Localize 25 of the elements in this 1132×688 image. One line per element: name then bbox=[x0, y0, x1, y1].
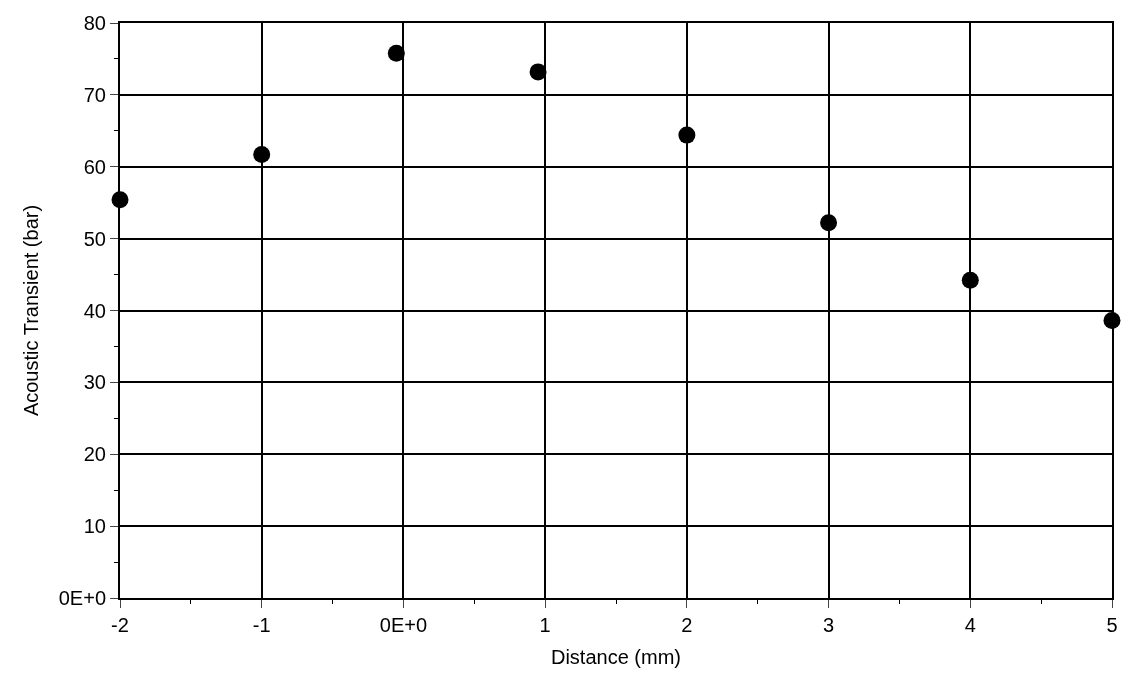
x-axis-title: Distance (mm) bbox=[550, 646, 682, 668]
y-tick-label: 20 bbox=[83, 443, 106, 466]
y-tick-label: 60 bbox=[83, 155, 106, 178]
x-tick-label: 5 bbox=[1106, 614, 1118, 636]
x-tick-label: 1 bbox=[539, 614, 551, 636]
x-tick-label: 3 bbox=[823, 614, 835, 636]
x-tick-label: -2 bbox=[111, 614, 129, 636]
x-tick-label: -1 bbox=[252, 614, 271, 636]
y-tick-label: 30 bbox=[83, 371, 106, 394]
point bbox=[529, 63, 547, 81]
point bbox=[678, 126, 696, 144]
point bbox=[387, 44, 405, 62]
x-tick-label: 2 bbox=[681, 614, 693, 636]
y-axis-title: Acoustic Transient (bar) bbox=[19, 204, 42, 417]
y-tick-label: 0E+0 bbox=[58, 587, 106, 609]
point bbox=[961, 271, 979, 289]
x-tick-label: 4 bbox=[964, 614, 976, 636]
y-tick-label: 80 bbox=[83, 12, 106, 34]
y-tick-label: 10 bbox=[83, 515, 106, 538]
point bbox=[253, 146, 271, 164]
y-tick-label: 50 bbox=[83, 227, 106, 250]
x-tick-label: 0E+0 bbox=[379, 614, 428, 636]
y-tick-label: 40 bbox=[83, 299, 106, 322]
y-tick-label: 70 bbox=[83, 83, 106, 106]
point bbox=[820, 214, 838, 232]
